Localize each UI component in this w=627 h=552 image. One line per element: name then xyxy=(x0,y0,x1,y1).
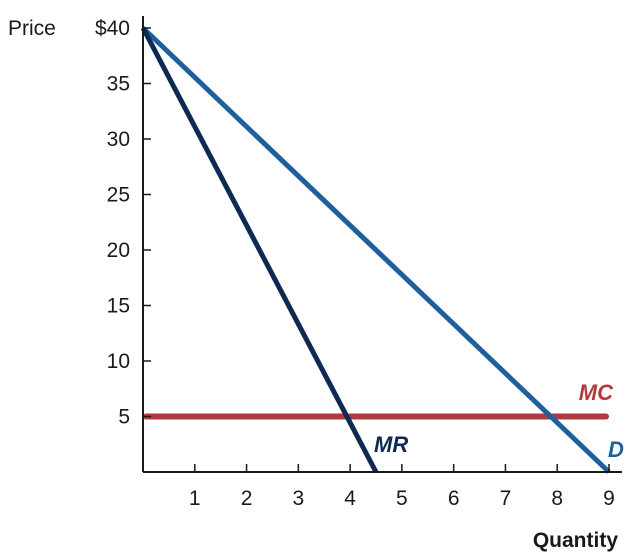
axis-ticks xyxy=(143,27,610,472)
series-line-d xyxy=(141,26,611,474)
y-tick-label: $40 xyxy=(95,17,130,40)
series-line-mr xyxy=(140,26,379,474)
axes xyxy=(142,16,622,473)
x-tick-label: 1 xyxy=(189,487,201,510)
x-tick-label: 8 xyxy=(551,487,563,510)
y-tick-label: 10 xyxy=(107,350,130,373)
x-tick-label: 4 xyxy=(344,487,356,510)
y-tick-label: 15 xyxy=(107,295,130,318)
x-tick-label: 9 xyxy=(603,487,615,510)
series-labels: MC D MR xyxy=(374,380,624,462)
x-tick-label: 3 xyxy=(292,487,304,510)
y-tick-label: 25 xyxy=(107,184,130,207)
y-tick-label: 30 xyxy=(107,128,130,151)
x-axis-title: Quantity xyxy=(533,529,618,552)
x-tick-label: 2 xyxy=(241,487,253,510)
series-label-mc: MC xyxy=(579,380,614,405)
x-tick-label: 7 xyxy=(500,487,512,510)
series-lines xyxy=(140,26,611,474)
series-label-d: D xyxy=(608,437,624,462)
y-axis-title: Price xyxy=(8,17,56,40)
tick-labels: 1 2 3 4 5 6 7 8 9 5 10 15 20 25 30 35 $40 xyxy=(95,17,615,510)
y-tick-label: 5 xyxy=(118,406,130,429)
y-tick-label: 20 xyxy=(107,239,130,262)
series-label-mr: MR xyxy=(374,432,408,457)
y-tick-label: 35 xyxy=(107,73,130,96)
x-tick-label: 5 xyxy=(396,487,408,510)
x-tick-label: 6 xyxy=(448,487,460,510)
